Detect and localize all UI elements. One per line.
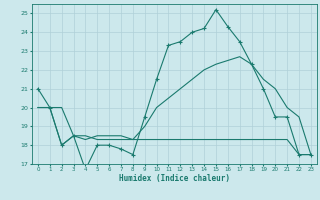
X-axis label: Humidex (Indice chaleur): Humidex (Indice chaleur) [119, 174, 230, 183]
